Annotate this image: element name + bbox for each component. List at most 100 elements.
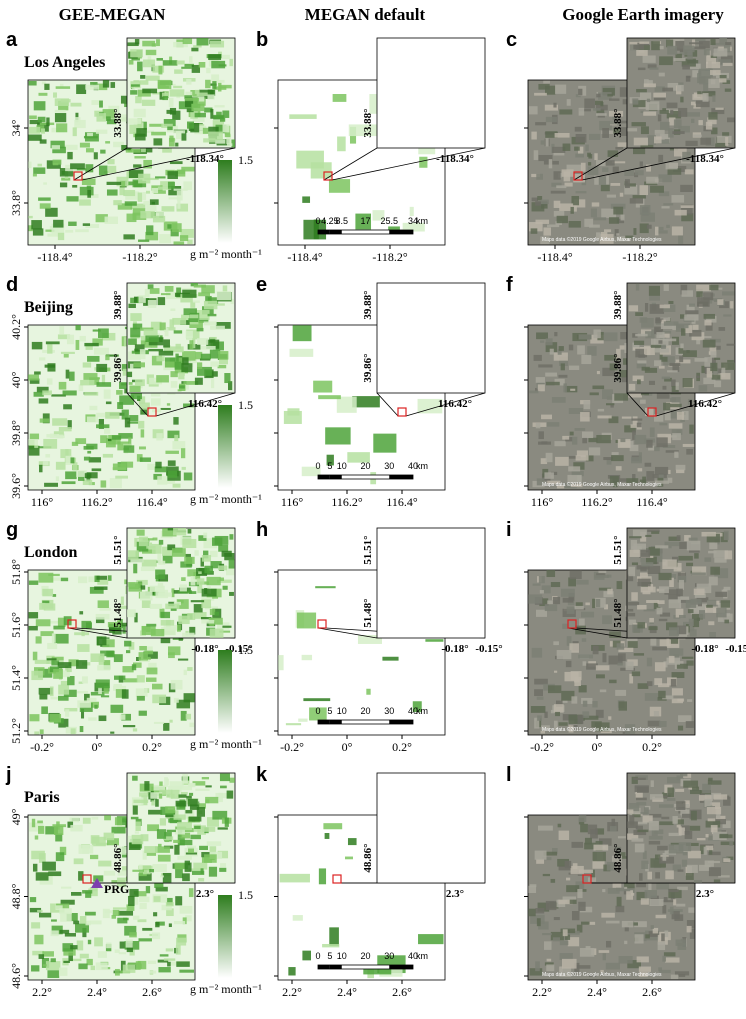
map-pixel [218,358,228,365]
map-pixel [185,852,198,855]
map-pixel [681,813,693,818]
map-pixel [648,881,652,891]
map-pixel [309,707,327,721]
map-pixel [133,891,147,897]
map-pixel [122,964,136,973]
map-pixel [647,529,660,532]
map-pixel [347,838,357,846]
map-pixel [296,150,324,169]
map-pixel [96,636,107,646]
map-pixel [329,927,339,946]
map-pixel [205,785,212,788]
map-pixel [686,920,695,929]
map-pixel [698,120,703,126]
map-pixel [174,862,189,870]
map-pixel [662,108,667,111]
map-pixel [116,816,129,826]
map-pixel [658,340,663,344]
map-pixel [89,586,104,594]
inset-y-label: 39.88° [612,290,624,319]
map-pixel [53,633,69,644]
map-pixel [626,478,639,483]
map-pixel [104,815,111,821]
map-pixel [42,588,54,597]
map-pixel [654,662,666,672]
connector [155,392,236,417]
map-pixel [608,110,624,117]
map-pixel [721,362,735,370]
map-pixel [599,689,607,693]
map-pixel [168,818,179,823]
column-title: Google Earth imagery [562,5,724,24]
map-pixel [588,437,598,443]
map-pixel [711,374,722,380]
map-pixel [616,348,621,359]
inset-y-label: 48.86° [362,843,374,872]
map-pixel [348,124,378,137]
map-pixel [66,912,78,922]
map-pixel [219,630,231,633]
map-pixel [635,791,643,798]
map-pixel [575,134,587,143]
map-pixel [536,918,541,927]
map-pixel [157,854,171,862]
map-pixel [155,922,160,928]
map-pixel [668,844,684,854]
map-pixel [596,232,601,239]
map-pixel [60,449,69,459]
map-pixel [60,680,68,686]
map-pixel [722,820,731,829]
map-pixel [600,184,610,192]
map-pixel [181,132,187,141]
map-pixel [531,202,545,212]
map-pixel [620,127,627,137]
map-pixel [545,372,558,377]
map-pixel [49,620,60,624]
map-pixel [133,662,142,668]
map-pixel [119,846,127,855]
map-pixel [675,608,684,618]
map-pixel [674,451,679,458]
map-pixel [681,213,694,222]
map-pixel [677,869,684,872]
map-pixel [66,334,75,345]
map-pixel [677,575,687,583]
map-pixel [557,823,562,828]
scale-label: 10 [337,461,347,471]
city-label: Beijing [24,299,73,316]
map-pixel [42,390,52,396]
map-pixel [172,441,186,450]
scale-bar-seg [318,230,330,234]
map-pixel [107,838,119,846]
map-pixel [662,385,667,390]
map-pixel [303,698,331,702]
map-pixel [45,454,51,458]
map-pixel [185,810,193,814]
map-pixel [212,595,219,599]
map-pixel [55,86,71,89]
map-pixel [158,793,163,799]
map-pixel [638,354,646,358]
map-pixel [111,826,126,834]
map-pixel [593,329,601,339]
map-pixel [141,626,156,636]
map-pixel [648,820,659,831]
map-pixel [176,190,183,201]
map-pixel [129,363,134,369]
map-pixel [50,958,56,963]
map-pixel [177,822,192,831]
map-pixel [607,150,619,157]
map-pixel [658,572,672,581]
map-pixel [627,833,639,840]
map-pixel [672,864,682,872]
map-pixel [46,378,53,385]
map-pixel [63,689,77,697]
map-pixel [209,40,225,48]
map-pixel [576,450,588,457]
map-pixel [596,93,601,98]
map-pixel [220,117,226,122]
map-pixel [292,915,303,921]
map-pixel [578,334,592,340]
map-pixel [687,850,701,859]
map-pixel [678,715,692,723]
